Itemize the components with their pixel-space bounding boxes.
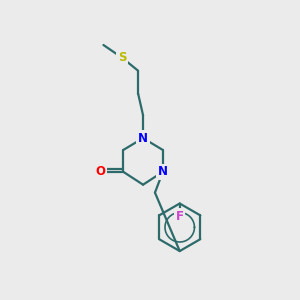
Text: N: N — [138, 132, 148, 145]
Text: N: N — [158, 165, 168, 178]
Text: F: F — [176, 210, 184, 223]
Text: S: S — [118, 51, 127, 64]
Text: O: O — [95, 165, 106, 178]
